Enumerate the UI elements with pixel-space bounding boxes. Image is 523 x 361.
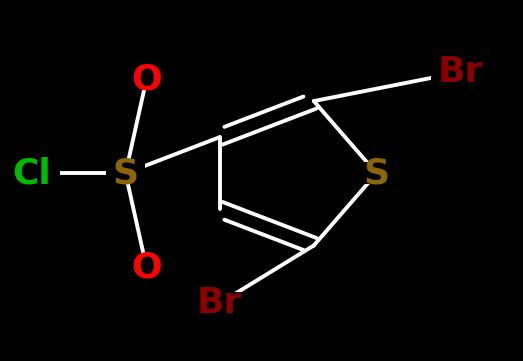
Text: Br: Br bbox=[438, 55, 483, 89]
Text: S: S bbox=[363, 156, 390, 190]
Text: O: O bbox=[131, 62, 162, 96]
FancyBboxPatch shape bbox=[357, 162, 396, 184]
Text: S: S bbox=[112, 156, 139, 190]
Text: Cl: Cl bbox=[12, 156, 51, 190]
FancyBboxPatch shape bbox=[431, 61, 489, 83]
Text: O: O bbox=[131, 250, 162, 284]
FancyBboxPatch shape bbox=[191, 292, 248, 314]
FancyBboxPatch shape bbox=[127, 69, 166, 90]
FancyBboxPatch shape bbox=[3, 162, 60, 184]
Text: Br: Br bbox=[197, 286, 242, 320]
FancyBboxPatch shape bbox=[106, 162, 145, 184]
FancyBboxPatch shape bbox=[127, 256, 166, 278]
